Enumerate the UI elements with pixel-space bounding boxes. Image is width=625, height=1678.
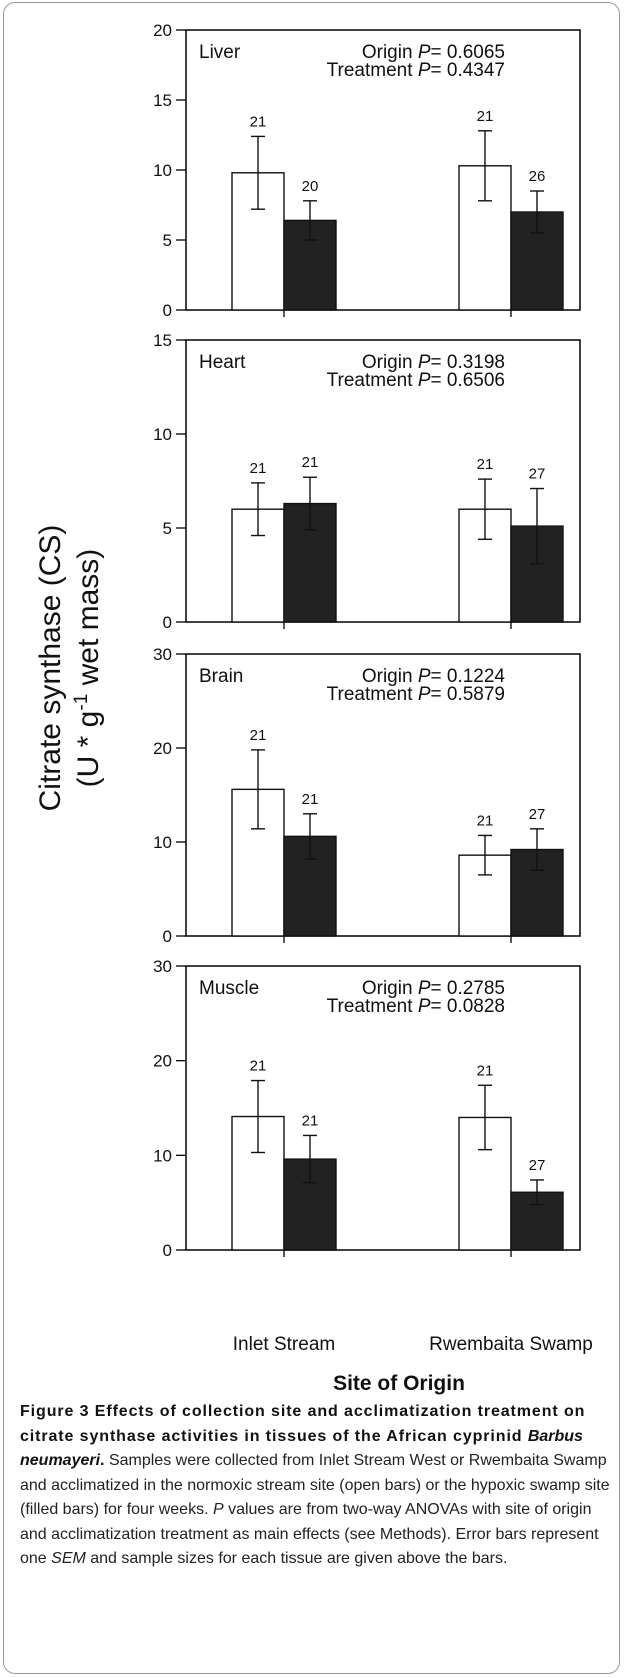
panel-liver: 0 5 10 15 20 21 21 20 26 Liver Origin P= 0.6065Tre…	[153, 21, 581, 320]
y-axis-label-unit: (U * g	[72, 711, 105, 788]
sample-size-label: 21	[477, 108, 494, 125]
y-tick-label: 10	[153, 161, 172, 180]
panel-frame	[185, 339, 581, 623]
sample-size-label: 20	[302, 178, 319, 195]
sample-size-label: 27	[529, 806, 546, 823]
y-tick-label: 5	[163, 231, 172, 250]
treatment-p-value: Treatment P= 0.0828	[327, 996, 505, 1017]
sample-size-label: 21	[250, 1058, 267, 1075]
bar-filled	[510, 1191, 564, 1251]
y-axis-label-line1: Citrate synthase (CS)	[34, 525, 67, 812]
y-tick-label: 20	[153, 739, 172, 758]
caption-species: Barbus neumayeri	[20, 1427, 583, 1470]
x-category-label: Rwembaita Swamp	[429, 1334, 593, 1355]
origin-p-value: Origin P= 0.2785	[362, 978, 505, 999]
sample-size-label: 21	[250, 113, 267, 130]
figure-frame	[3, 2, 620, 1674]
sample-size-label: 26	[529, 168, 546, 185]
caption-p: P	[212, 1501, 224, 1518]
panel-title: Liver	[199, 42, 241, 63]
sample-size-label: 21	[250, 460, 267, 477]
y-tick-label: 15	[153, 91, 172, 110]
panel-title: Heart	[199, 352, 246, 373]
sample-size-label: 27	[529, 466, 546, 483]
panel-muscle: 0 10 20 30 21 21 21 27 Muscle Origin P= 0.2785Tre…	[153, 957, 581, 1260]
y-tick-label: 0	[163, 927, 172, 946]
y-axis-label-rest: wet mass)	[72, 549, 105, 694]
y-axis-label-exponent: -1	[71, 694, 92, 711]
panel-brain: 0 10 20 30 21 21 21 27 Brain Origin P= 0.1224Trea…	[153, 645, 581, 946]
y-tick-label: 30	[153, 645, 172, 664]
panel-frame	[185, 965, 581, 1251]
y-tick-label: 0	[163, 1241, 172, 1260]
x-axis-label: Site of Origin	[333, 1372, 465, 1395]
caption-title-end: .	[100, 1452, 105, 1469]
sample-size-label: 21	[477, 812, 494, 829]
sample-size-label: 21	[302, 454, 319, 471]
figure-chart: Citrate synthase (CS) (U * g-1 wet mass)…	[34, 21, 593, 1395]
panel-frame	[185, 653, 581, 937]
y-tick-label: 15	[153, 331, 172, 350]
treatment-p-value: Treatment P= 0.6506	[327, 370, 505, 391]
y-tick-label: 20	[153, 1052, 172, 1071]
caption-body-b: values are from two-way ANOVAs with site…	[20, 1501, 599, 1567]
x-category-label: Inlet Stream	[233, 1334, 335, 1355]
y-tick-label: 5	[163, 519, 172, 538]
treatment-p-value: Treatment P= 0.5879	[327, 684, 505, 705]
sample-size-label: 21	[250, 727, 267, 744]
y-tick-label: 20	[153, 21, 172, 40]
sample-size-label: 21	[477, 456, 494, 473]
sample-size-label: 21	[302, 791, 319, 808]
panel-heart: 0 5 10 15 21 21 21 27 Heart Origin P= 0.3198Treat…	[153, 331, 581, 632]
panel-title: Muscle	[199, 978, 259, 999]
y-tick-label: 0	[163, 301, 172, 320]
y-tick-label: 10	[153, 833, 172, 852]
origin-p-value: Origin P= 0.1224	[362, 666, 506, 687]
treatment-p-value: Treatment P= 0.4347	[327, 60, 505, 81]
caption-body-a: Samples were collected from Inlet Stream…	[20, 1452, 610, 1518]
y-axis-label-line2: (U * g-1 wet mass)	[71, 549, 105, 788]
sample-size-label: 21	[477, 1062, 494, 1079]
y-tick-label: 10	[153, 425, 172, 444]
y-tick-label: 10	[153, 1146, 172, 1165]
origin-p-value: Origin P= 0.6065	[362, 42, 505, 63]
figure-caption: Figure 3 Effects of collection site and …	[20, 1400, 620, 1572]
caption-sem: SEM	[51, 1550, 86, 1567]
sample-size-label: 21	[302, 1112, 319, 1129]
y-tick-label: 30	[153, 957, 172, 976]
panel-title: Brain	[199, 666, 243, 687]
y-tick-label: 0	[163, 613, 172, 632]
origin-p-value: Origin P= 0.3198	[362, 352, 505, 373]
sample-size-label: 27	[529, 1157, 546, 1174]
caption-title: Figure 3 Effects of collection site and …	[20, 1403, 586, 1445]
caption-body-c: and sample sizes for each tissue are giv…	[85, 1550, 508, 1567]
